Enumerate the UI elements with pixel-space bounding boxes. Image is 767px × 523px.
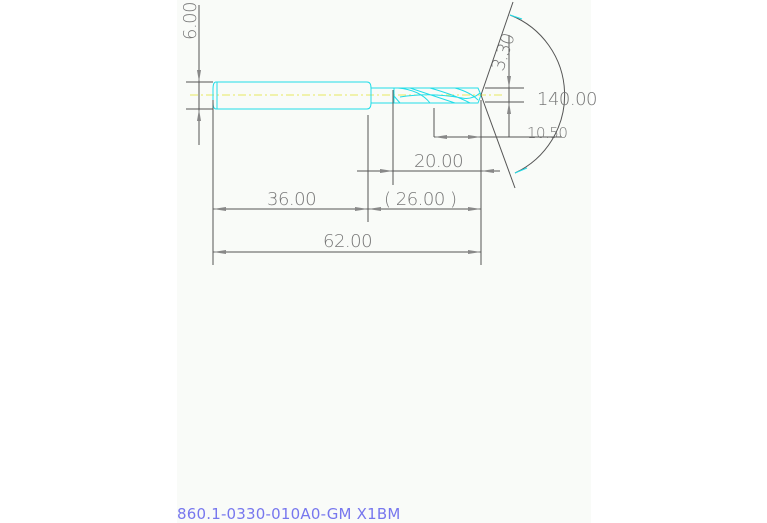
flutes — [393, 87, 482, 104]
dim-10-50: 10.50 — [433, 108, 568, 142]
dim-shank-length: 36.00 — [213, 189, 368, 211]
dim-20-00-label: 20.00 — [414, 151, 463, 172]
dim-62-00-label: 62.00 — [323, 231, 372, 252]
dim-flute-length: ( 26.00 ) — [368, 189, 481, 211]
drill-tool — [212, 81, 482, 110]
dim-36-00-label: 36.00 — [267, 189, 316, 210]
dim-point-angle: 140.00 — [480, 1, 597, 189]
neck — [371, 87, 395, 104]
dim-26-00-label: ( 26.00 ) — [384, 189, 457, 210]
shank — [212, 81, 372, 110]
dim-10-50-label: 10.50 — [527, 124, 567, 142]
dim-20: 20.00 — [357, 151, 500, 173]
dim-overall-length: 62.00 — [213, 231, 481, 254]
drawing-sheet — [177, 0, 591, 523]
dim-shank-diameter: 6.00 — [180, 2, 213, 145]
part-number: 860.1-0330-010A0-GM X1BM — [177, 505, 401, 523]
extension-lines — [212, 90, 482, 265]
dim-140-00-label: 140.00 — [537, 89, 597, 110]
dim-3-30-label: 3.30 — [488, 31, 520, 74]
dim-6-00-label: 6.00 — [180, 2, 201, 40]
